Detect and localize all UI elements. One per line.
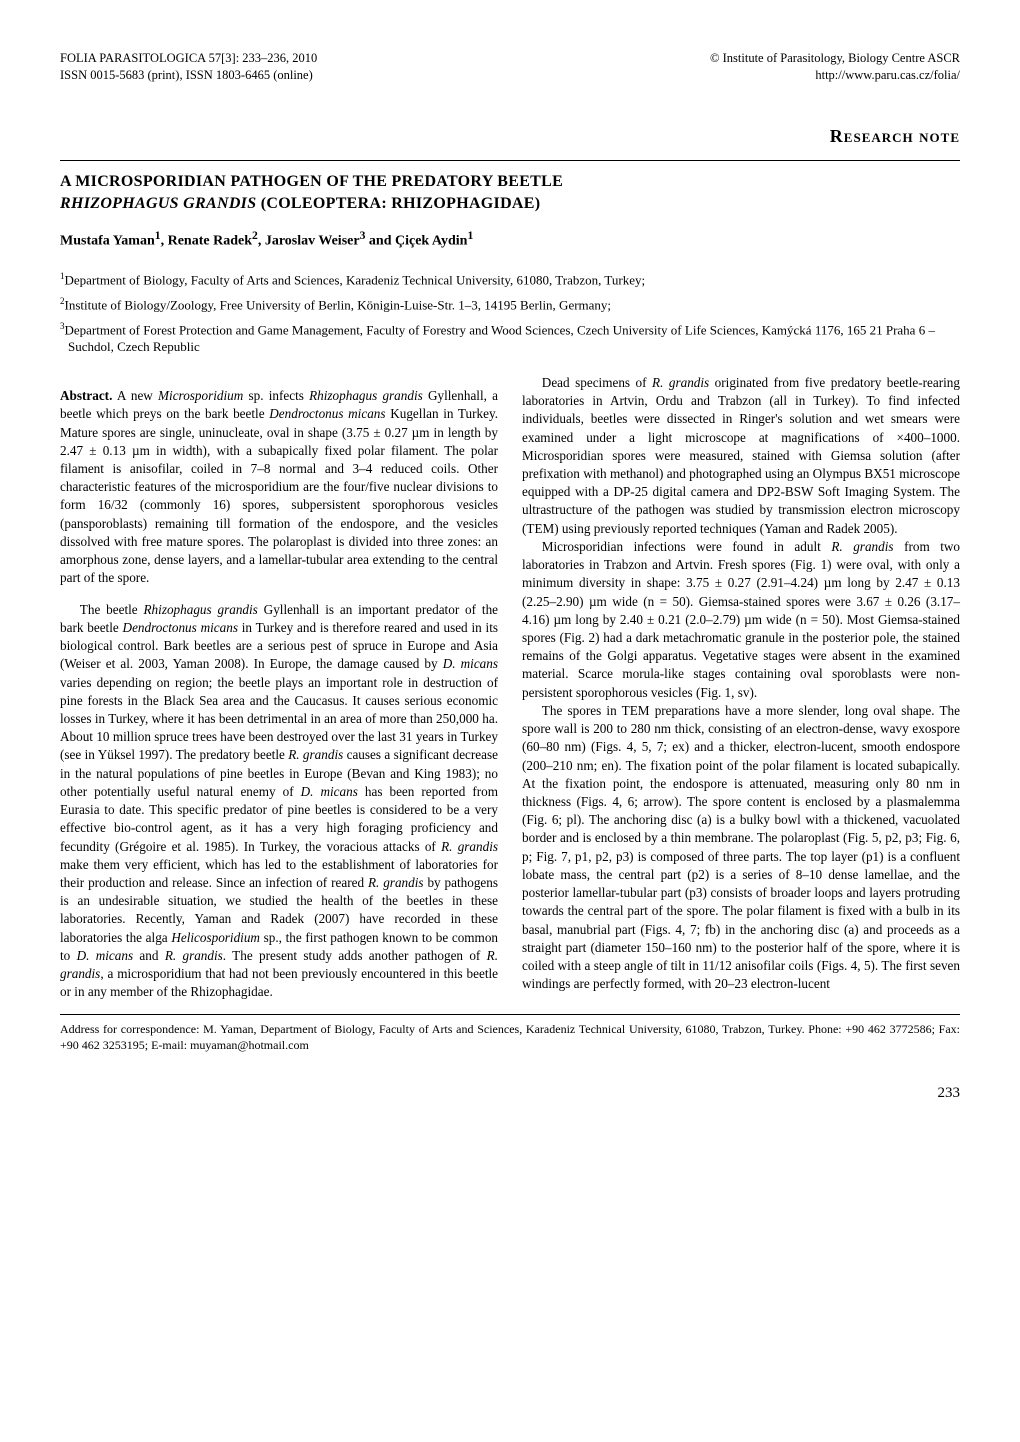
issn-line: ISSN 0015-5683 (print), ISSN 1803-6465 (…: [60, 67, 317, 84]
affil-3-text: Department of Forest Protection and Game…: [65, 322, 935, 355]
abstract-label: Abstract.: [60, 388, 112, 403]
title-species: RHIZOPHAGUS GRANDIS: [60, 195, 256, 212]
page-number: 233: [60, 1083, 960, 1103]
title-tail: (COLEOPTERA: RHIZOPHAGIDAE): [256, 195, 540, 212]
results-paragraph-2: The spores in TEM preparations have a mo…: [522, 702, 960, 994]
journal-line: FOLIA PARASITOLOGICA 57[3]: 233–236, 201…: [60, 50, 317, 67]
title-line1: A MICROSPORIDIAN PATHOGEN OF THE PREDATO…: [60, 173, 563, 190]
article-title: A MICROSPORIDIAN PATHOGEN OF THE PREDATO…: [60, 171, 960, 214]
correspondence: Address for correspondence: M. Yaman, De…: [60, 1021, 960, 1053]
abstract-text: A new Microsporidium sp. infects Rhizoph…: [60, 388, 498, 585]
authors: Mustafa Yaman1, Renate Radek2, Jaroslav …: [60, 228, 960, 252]
affil-2-text: Institute of Biology/Zoology, Free Unive…: [65, 297, 612, 312]
header-left: FOLIA PARASITOLOGICA 57[3]: 233–236, 201…: [60, 50, 317, 84]
affil-1-text: Department of Biology, Faculty of Arts a…: [65, 272, 646, 287]
copyright-line: © Institute of Parasitology, Biology Cen…: [710, 50, 960, 67]
running-header: FOLIA PARASITOLOGICA 57[3]: 233–236, 201…: [60, 50, 960, 84]
section-label: Research note: [60, 124, 960, 148]
affiliation-3: 3Department of Forest Protection and Gam…: [60, 320, 960, 356]
results-paragraph-1: Microsporidian infections were found in …: [522, 538, 960, 702]
bottom-rule: [60, 1014, 960, 1015]
affiliation-1: 1Department of Biology, Faculty of Arts …: [60, 270, 960, 289]
methods-paragraph: Dead specimens of R. grandis originated …: [522, 374, 960, 538]
body-columns: Abstract. A new Microsporidium sp. infec…: [60, 374, 960, 1002]
top-rule: [60, 160, 960, 161]
intro-paragraph: The beetle Rhizophagus grandis Gyllenhal…: [60, 601, 498, 1002]
abstract: Abstract. A new Microsporidium sp. infec…: [60, 387, 498, 587]
affiliation-2: 2Institute of Biology/Zoology, Free Univ…: [60, 295, 960, 314]
header-right: © Institute of Parasitology, Biology Cen…: [710, 50, 960, 84]
affiliations-block: 1Department of Biology, Faculty of Arts …: [60, 270, 960, 356]
url-line: http://www.paru.cas.cz/folia/: [710, 67, 960, 84]
